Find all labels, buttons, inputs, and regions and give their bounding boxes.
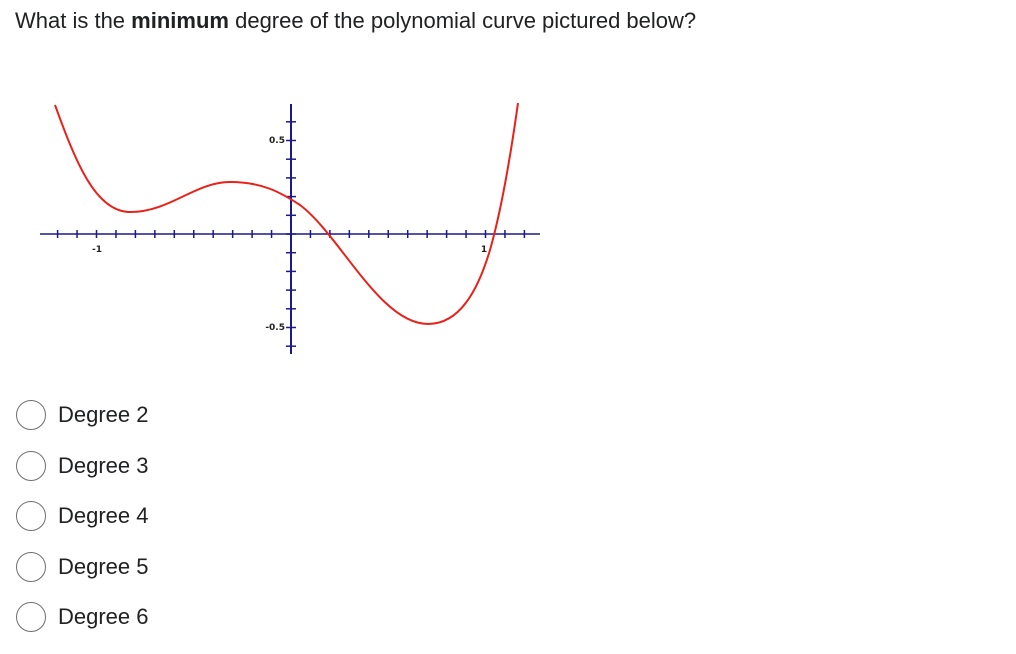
- graph: -1 1 0.5 -0.5: [40, 102, 540, 354]
- option-label[interactable]: Degree 2: [58, 402, 149, 427]
- question-text: What is the: [15, 8, 126, 33]
- option[interactable]: Degree 2: [16, 398, 149, 432]
- option[interactable]: Degree 3: [16, 449, 149, 483]
- option[interactable]: Degree 6: [16, 600, 149, 634]
- option[interactable]: Degree 4: [16, 499, 149, 533]
- curve: [54, 102, 519, 326]
- question: What is the minimum degree of the polyno…: [15, 8, 696, 34]
- radio-button[interactable]: [16, 551, 46, 582]
- radio-button[interactable]: [16, 501, 46, 531]
- x-label: 1: [481, 245, 487, 255]
- graph-body: -1 1 0.5 -0.5: [40, 102, 540, 354]
- radio-button[interactable]: [16, 602, 46, 632]
- question-text: degree of the polynomial curve pictured …: [235, 8, 697, 33]
- y-label: -0.5: [265, 323, 285, 333]
- radio-button[interactable]: [16, 450, 46, 481]
- question-emphasis: minimum: [131, 8, 229, 33]
- option[interactable]: Degree 5: [16, 550, 149, 584]
- y-label: 0.5: [269, 136, 285, 146]
- option-label[interactable]: Degree 4: [58, 503, 149, 528]
- radio-button[interactable]: [16, 400, 46, 430]
- x-ticks: [56, 230, 526, 238]
- option-label[interactable]: Degree 5: [58, 553, 149, 579]
- option-label[interactable]: Degree 3: [58, 452, 149, 478]
- x-label: -1: [92, 245, 102, 255]
- option-label[interactable]: Degree 6: [58, 604, 149, 629]
- y-ticks: [286, 121, 296, 347]
